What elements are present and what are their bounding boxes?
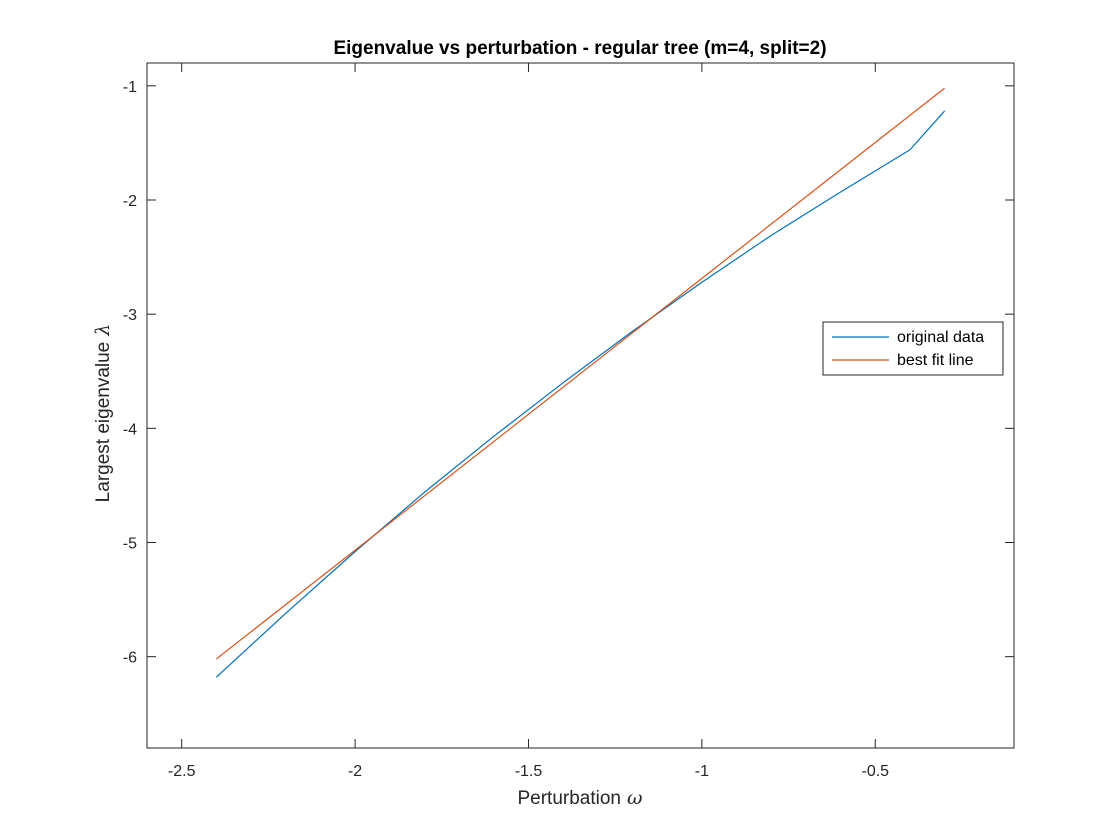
x-axis-label: Perturbation ω <box>517 787 642 809</box>
series-line-original-data <box>215 110 946 678</box>
y-tick-label: -1 <box>123 79 137 96</box>
y-axis-label-symbol: λ <box>92 324 114 337</box>
y-axis-label-text: Largest eigenvalue <box>93 342 114 503</box>
y-tick-label: -6 <box>123 650 137 667</box>
legend-label-best-fit-line: best fit line <box>897 352 974 369</box>
legend-label-original-data: original data <box>897 329 984 346</box>
y-tick-label: -2 <box>123 193 137 210</box>
x-tick-label: -2.5 <box>168 763 196 780</box>
y-tick-label: -4 <box>123 421 137 438</box>
x-tick-label: -1 <box>695 763 709 780</box>
chart-title: Eigenvalue vs perturbation - regular tre… <box>333 38 826 59</box>
legend-box <box>822 321 1004 376</box>
y-tick-label: -5 <box>123 536 137 553</box>
axes-box <box>146 62 1015 749</box>
y-tick-label: -3 <box>123 307 137 324</box>
x-tick-label: -2 <box>348 763 362 780</box>
legend: original data best fit line <box>822 321 1004 376</box>
x-axis-label-text: Perturbation <box>517 788 621 809</box>
y-axis-label: Largest eigenvalue λ <box>92 324 114 503</box>
series-line-best-fit-line <box>215 87 946 660</box>
tick-layer: -2.5 -2 -1.5 -1 -0.5 -6 -5 -4 -3 -2 -1 <box>123 63 1014 780</box>
axes-layer <box>146 62 1015 749</box>
x-tick-label: -1.5 <box>515 763 543 780</box>
x-axis-label-symbol: ω <box>627 787 643 809</box>
x-tick-label: -0.5 <box>861 763 889 780</box>
series-layer <box>215 87 946 678</box>
